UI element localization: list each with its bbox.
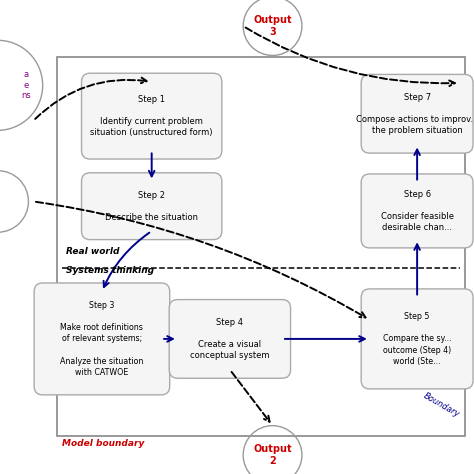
FancyBboxPatch shape (361, 289, 473, 389)
FancyBboxPatch shape (361, 174, 473, 248)
FancyBboxPatch shape (82, 173, 222, 240)
Text: Model boundary: Model boundary (62, 439, 144, 448)
Text: Systems thinking: Systems thinking (66, 266, 155, 275)
FancyBboxPatch shape (82, 73, 222, 159)
Text: Output
3: Output 3 (253, 15, 292, 37)
Text: Boundary: Boundary (422, 391, 461, 419)
Text: Output
2: Output 2 (253, 444, 292, 466)
Text: Real world: Real world (66, 247, 120, 256)
FancyBboxPatch shape (169, 300, 291, 378)
Text: Step 7

Compose actions to improv...
the problem situation: Step 7 Compose actions to improv... the … (356, 92, 474, 135)
Text: Step 5

Compare the sy...
outcome (Step 4)
world (Ste...: Step 5 Compare the sy... outcome (Step 4… (383, 312, 451, 365)
Text: a
e
ns: a e ns (21, 71, 31, 100)
FancyBboxPatch shape (57, 57, 465, 436)
Text: Step 1

Identify current problem
situation (unstructured form): Step 1 Identify current problem situatio… (91, 95, 213, 137)
Text: Step 3

Make root definitions
of relevant systems;

Analyze the situation
with C: Step 3 Make root definitions of relevant… (60, 301, 144, 377)
Text: Step 4

Create a visual
conceptual system: Step 4 Create a visual conceptual system (190, 318, 270, 360)
Text: Step 2

Describe the situation: Step 2 Describe the situation (105, 191, 198, 222)
FancyBboxPatch shape (361, 74, 473, 153)
FancyBboxPatch shape (34, 283, 170, 395)
Text: Step 6

Consider feasible
desirable chan...: Step 6 Consider feasible desirable chan.… (381, 190, 454, 232)
